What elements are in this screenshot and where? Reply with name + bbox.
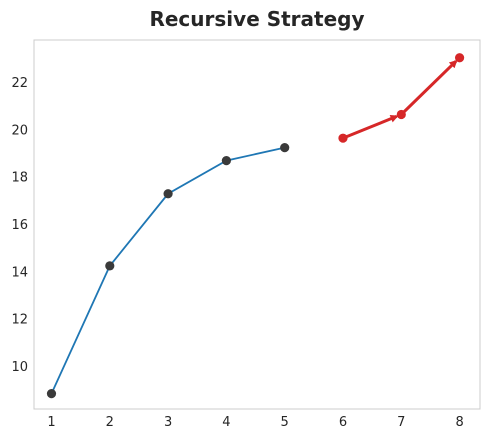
history-point — [105, 261, 115, 271]
forecast-point — [454, 53, 465, 63]
forecast-point — [338, 133, 348, 143]
series-layer — [46, 53, 465, 399]
y-tick-label: 10 — [11, 360, 28, 375]
x-tick-label: 5 — [281, 415, 289, 430]
x-tick-label: 3 — [164, 415, 172, 430]
history-point — [46, 389, 57, 399]
chart-title: Recursive Strategy — [149, 7, 364, 31]
y-tick-label: 22 — [11, 76, 28, 91]
y-tick-label: 20 — [11, 123, 28, 138]
x-tick-label: 2 — [106, 415, 114, 430]
y-tick-label: 12 — [11, 313, 28, 328]
y-tick-label: 16 — [11, 218, 28, 233]
x-axis-ticks: 1 2 3 4 5 6 7 8 — [47, 415, 463, 430]
history-point — [163, 189, 173, 199]
x-tick-label: 8 — [455, 415, 463, 430]
y-tick-label: 18 — [11, 171, 28, 186]
forecast-arrow — [400, 59, 458, 116]
y-axis-ticks: 10 12 14 16 18 20 22 — [11, 76, 28, 375]
x-tick-label: 6 — [339, 415, 347, 430]
history-point — [280, 143, 290, 153]
forecast-arrow — [342, 114, 399, 140]
history-point — [221, 156, 231, 166]
x-tick-label: 1 — [47, 415, 55, 430]
y-tick-label: 14 — [11, 265, 28, 280]
x-tick-label: 4 — [222, 415, 230, 430]
x-tick-label: 7 — [397, 415, 405, 430]
plot-area — [33, 39, 481, 410]
forecast-point — [396, 109, 406, 120]
